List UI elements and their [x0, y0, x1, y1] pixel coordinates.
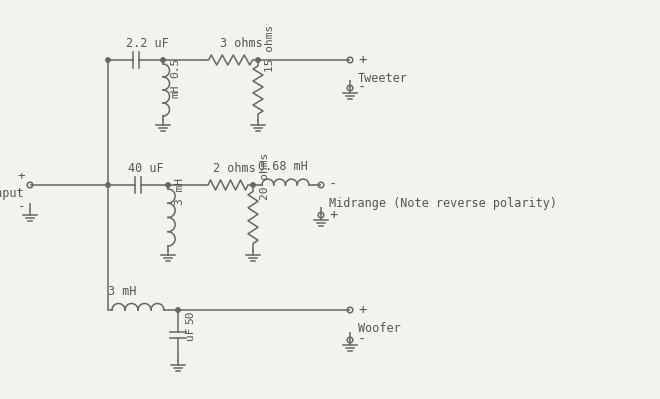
Text: -: - — [358, 81, 366, 95]
Text: Tweeter: Tweeter — [358, 72, 408, 85]
Text: uF: uF — [185, 326, 195, 340]
Text: 15 ohms: 15 ohms — [265, 25, 275, 72]
Text: 2.2 uF: 2.2 uF — [125, 37, 168, 50]
Text: 40 uF: 40 uF — [128, 162, 164, 175]
Circle shape — [161, 58, 165, 62]
Circle shape — [251, 183, 255, 187]
Text: +: + — [358, 303, 366, 317]
Text: Woofer: Woofer — [358, 322, 401, 335]
Text: mH: mH — [170, 85, 180, 98]
Text: 0.68 mH: 0.68 mH — [258, 160, 308, 173]
Text: -: - — [358, 333, 366, 347]
Text: Midrange (Note reverse polarity): Midrange (Note reverse polarity) — [329, 197, 557, 210]
Circle shape — [106, 183, 110, 187]
Circle shape — [176, 308, 180, 312]
Text: +: + — [358, 53, 366, 67]
Text: 3 mH: 3 mH — [175, 178, 185, 205]
Text: -: - — [329, 178, 337, 192]
Text: 50: 50 — [185, 310, 195, 324]
Text: +: + — [18, 170, 25, 183]
Text: 0.5: 0.5 — [170, 58, 180, 78]
Circle shape — [166, 183, 170, 187]
Text: Input: Input — [0, 187, 25, 200]
Text: 3 mH: 3 mH — [108, 285, 137, 298]
Text: -: - — [18, 201, 25, 213]
Circle shape — [256, 58, 260, 62]
Text: 3 ohms: 3 ohms — [220, 37, 263, 50]
Circle shape — [106, 58, 110, 62]
Text: 2 ohms: 2 ohms — [213, 162, 256, 175]
Text: +: + — [329, 208, 337, 222]
Text: 20 ohms: 20 ohms — [260, 153, 270, 200]
